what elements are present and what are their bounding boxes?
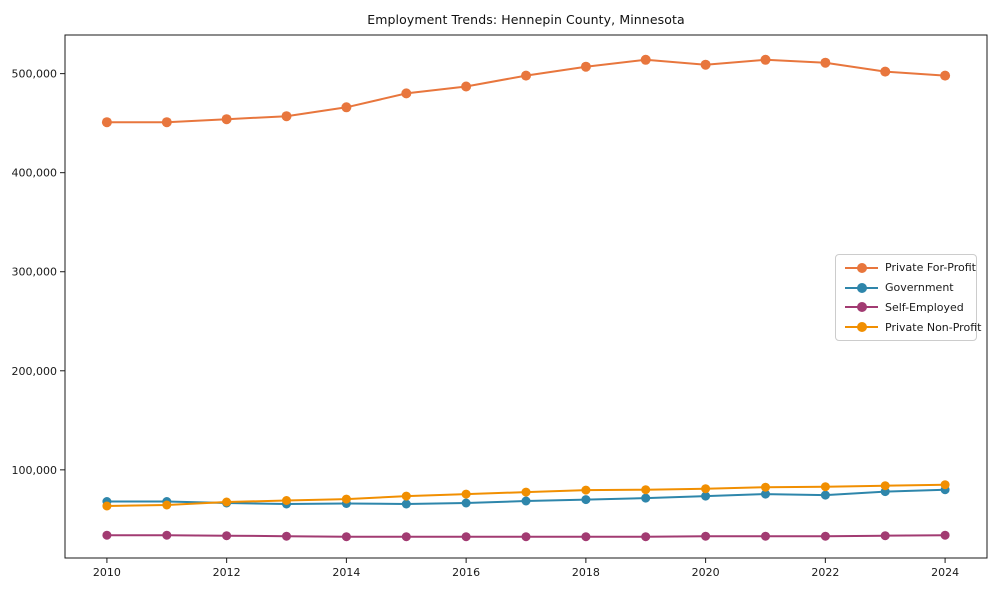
x-tick-label: 2020: [692, 566, 720, 579]
y-tick-label: 400,000: [12, 167, 58, 180]
x-tick-label: 2012: [213, 566, 241, 579]
data-point-private-non-profit-2020: [701, 484, 711, 494]
data-point-private-for-profit-2016: [461, 81, 472, 92]
y-tick-label: 100,000: [12, 464, 58, 477]
y-tick-label: 500,000: [12, 68, 58, 81]
data-point-private-for-profit-2018: [580, 61, 591, 72]
data-point-private-non-profit-2016: [461, 489, 471, 499]
data-point-private-non-profit-2019: [641, 485, 651, 495]
data-point-private-non-profit-2022: [820, 482, 830, 492]
data-point-self-employed-2013: [282, 531, 291, 541]
legend-label: Private For-Profit: [885, 261, 976, 275]
data-point-government-2019: [641, 493, 651, 503]
data-point-private-for-profit-2019: [640, 54, 651, 65]
legend-item-private-for-profit: Private For-Profit: [845, 258, 976, 278]
data-point-government-2022: [820, 490, 830, 500]
data-point-private-non-profit-2024: [940, 480, 950, 490]
data-point-private-non-profit-2010: [102, 501, 112, 511]
series-line-private-for-profit: [106, 58, 946, 124]
x-tick-label: 2024: [931, 566, 959, 579]
data-point-government-2015: [401, 499, 411, 509]
plot-frame: [64, 34, 988, 559]
data-point-self-employed-2011: [162, 530, 172, 540]
data-point-self-employed-2012: [222, 531, 232, 541]
x-tick-label: 2010: [93, 566, 121, 579]
y-tick-label: 300,000: [12, 266, 58, 279]
data-point-government-2021: [761, 489, 770, 499]
x-tick-label: 2016: [452, 566, 480, 579]
legend-label: Government: [885, 281, 954, 295]
data-point-self-employed-2021: [761, 531, 770, 541]
x-tick-label: 2018: [572, 566, 600, 579]
data-point-private-non-profit-2017: [521, 487, 531, 497]
legend-item-private-non-profit: Private Non-Profit: [845, 317, 981, 337]
data-point-private-for-profit-2010: [101, 117, 112, 128]
data-point-private-for-profit-2021: [760, 54, 771, 65]
data-point-self-employed-2018: [581, 532, 591, 542]
data-point-self-employed-2024: [940, 530, 950, 540]
data-point-private-for-profit-2020: [700, 59, 711, 70]
data-point-self-employed-2015: [401, 532, 411, 542]
data-point-private-non-profit-2018: [581, 485, 591, 495]
data-point-self-employed-2019: [641, 532, 651, 542]
data-point-government-2016: [461, 498, 471, 508]
chart-title: Employment Trends: Hennepin County, Minn…: [367, 12, 685, 27]
legend: Private For-Profit Government Self-Employe…: [835, 254, 981, 341]
legend-item-self-employed: Self-Employed: [845, 298, 976, 318]
data-point-self-employed-2016: [461, 532, 471, 542]
legend-line-marker-icon: [845, 262, 878, 273]
data-point-private-non-profit-2012: [222, 497, 232, 507]
x-tick-label: 2014: [332, 566, 360, 579]
data-point-self-employed-2014: [341, 532, 351, 542]
data-point-private-for-profit-2012: [221, 114, 232, 125]
data-point-private-for-profit-2013: [281, 111, 292, 122]
data-point-self-employed-2020: [701, 531, 711, 541]
x-tick-label: 2022: [811, 566, 839, 579]
data-point-self-employed-2022: [820, 531, 830, 541]
data-point-government-2018: [581, 495, 591, 505]
data-point-private-for-profit-2015: [401, 88, 412, 99]
data-point-private-for-profit-2023: [880, 66, 891, 77]
legend-item-government: Government: [845, 278, 976, 298]
legend-line-marker-icon: [845, 302, 878, 313]
legend-label: Private Non-Profit: [885, 320, 982, 334]
legend-line-marker-icon: [845, 322, 878, 333]
data-point-private-non-profit-2011: [162, 500, 172, 510]
data-point-self-employed-2010: [102, 530, 112, 540]
data-point-private-non-profit-2014: [341, 494, 351, 504]
data-point-private-non-profit-2015: [401, 491, 411, 501]
data-point-self-employed-2017: [521, 532, 531, 542]
data-point-private-for-profit-2022: [820, 57, 831, 68]
data-point-private-non-profit-2013: [282, 496, 291, 505]
data-point-private-non-profit-2023: [880, 481, 890, 491]
data-point-government-2020: [701, 491, 711, 501]
legend-line-marker-icon: [845, 282, 878, 293]
data-point-private-non-profit-2021: [761, 482, 770, 492]
data-point-private-for-profit-2011: [161, 117, 172, 128]
data-point-self-employed-2023: [880, 531, 890, 541]
data-point-private-for-profit-2024: [940, 70, 951, 81]
data-point-private-for-profit-2014: [341, 102, 352, 113]
y-tick-label: 200,000: [12, 365, 58, 378]
data-point-private-for-profit-2017: [521, 70, 531, 81]
data-point-government-2017: [521, 496, 531, 506]
legend-label: Self-Employed: [885, 300, 964, 314]
